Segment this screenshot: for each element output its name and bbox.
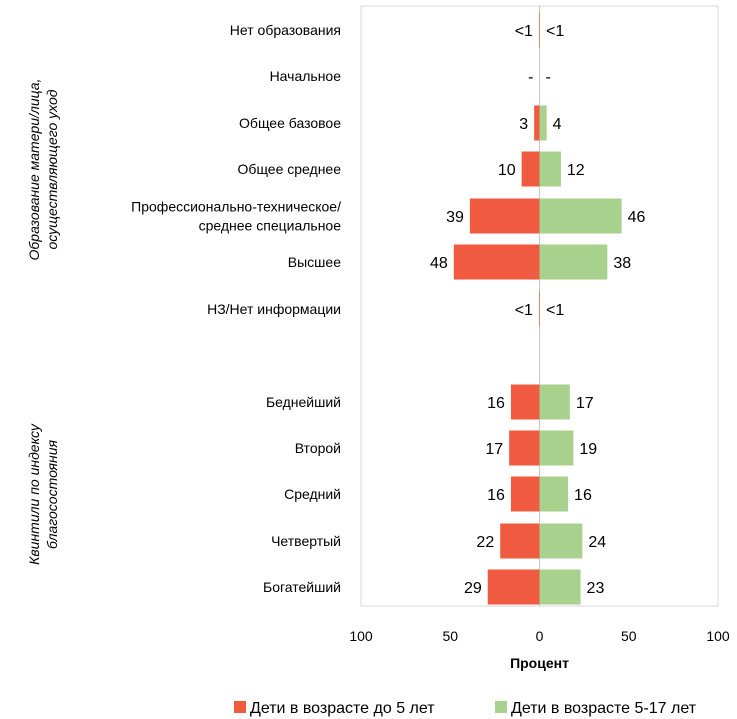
value-label-right: <1: [546, 23, 564, 40]
value-label-right: 24: [588, 534, 606, 551]
bar-left: [453, 244, 540, 280]
value-label-left: 10: [498, 162, 516, 179]
bar-right: [539, 523, 583, 559]
value-label-left: 16: [487, 395, 505, 412]
bar-right: [539, 198, 622, 234]
group-label-line: благосостояния: [44, 439, 60, 549]
value-label-right: 38: [613, 255, 631, 272]
value-label-right: 12: [567, 162, 585, 179]
x-tick-label: 50: [442, 628, 458, 644]
category-label: Общее базовое: [239, 115, 341, 131]
x-axis-label: Процент: [510, 655, 569, 671]
bar-right: [539, 384, 570, 420]
bar-left: [487, 569, 540, 605]
legend-label-under5: Дети в возрасте до 5 лет: [250, 700, 435, 717]
value-label-left: 22: [476, 534, 494, 551]
x-tick-label: 0: [536, 628, 544, 644]
bar-left: [510, 476, 540, 512]
category-label: Беднейший: [266, 394, 341, 410]
value-label-left: 17: [485, 441, 503, 458]
legend-swatch-under5: [234, 701, 246, 713]
category-label: Высшее: [288, 254, 341, 270]
value-label-right: -: [546, 69, 551, 86]
value-label-right: 23: [587, 580, 605, 597]
group-label-line: Образование матери/лица,: [26, 79, 42, 261]
category-label: Богатейший: [263, 579, 341, 595]
value-label-left: 16: [487, 487, 505, 504]
x-tick-label: 50: [621, 628, 637, 644]
bar-left: [500, 523, 540, 559]
x-tick-label: 100: [349, 628, 373, 644]
group-label: Образование матери/лица, осуществляющего …: [26, 79, 60, 261]
value-label-right: 19: [579, 441, 597, 458]
bar-right: [539, 569, 581, 605]
value-label-right: 17: [576, 395, 594, 412]
value-label-left: <1: [515, 302, 533, 319]
category-label: среднее специальное: [199, 218, 342, 234]
category-label: Второй: [295, 440, 341, 456]
category-label: НЗ/Нет информации: [207, 301, 341, 317]
group-label-line: осуществляющего уход: [44, 89, 60, 249]
category-label: Средний: [284, 486, 341, 502]
category-label: Нет образования: [230, 22, 341, 38]
bar-right: [539, 151, 561, 187]
category-label: Профессионально-техническое/: [131, 199, 341, 215]
bar-left: [469, 198, 540, 234]
bar-left: [510, 384, 540, 420]
value-label-left: <1: [515, 23, 533, 40]
bar-right: [539, 105, 547, 141]
value-label-left: 29: [464, 580, 482, 597]
group-label: Квинтили по индексу благосостояния: [26, 423, 60, 565]
value-label-right: <1: [546, 302, 564, 319]
group-label-line: Квинтили по индексу: [26, 423, 42, 565]
category-label: Начальное: [270, 68, 342, 84]
legend-swatch-5to17: [495, 701, 507, 713]
bar-left: [509, 430, 540, 466]
bar-left: [521, 151, 540, 187]
value-label-right: 46: [628, 209, 646, 226]
bar-left: [534, 105, 540, 141]
bar-right: [539, 12, 541, 48]
bar-right: [539, 291, 541, 327]
x-tick-label: 100: [706, 628, 730, 644]
value-label-left: 48: [430, 255, 448, 272]
bar-right: [539, 430, 574, 466]
legend-label-5to17: Дети в возрасте 5-17 лет: [511, 700, 697, 717]
bar-right: [539, 244, 608, 280]
value-label-left: -: [528, 69, 533, 86]
bar-right: [539, 476, 569, 512]
category-label: Общее среднее: [238, 161, 342, 177]
value-label-right: 4: [553, 116, 562, 133]
value-label-left: 3: [519, 116, 528, 133]
value-label-right: 16: [574, 487, 592, 504]
category-label: Четвертый: [271, 533, 341, 549]
value-label-left: 39: [446, 209, 464, 226]
bar-left: [538, 291, 540, 327]
bar-left: [538, 12, 540, 48]
